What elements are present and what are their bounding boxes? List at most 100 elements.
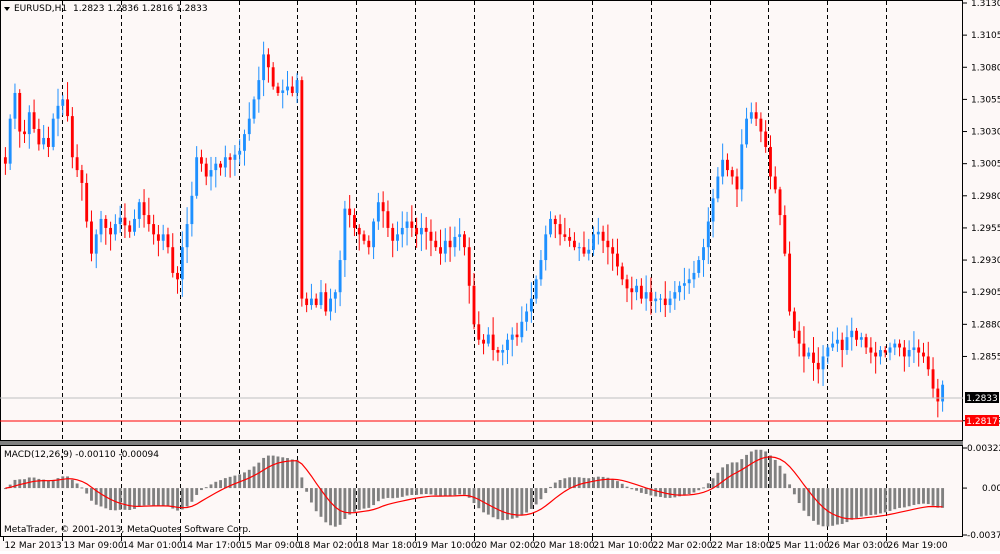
macd-histogram-bar bbox=[252, 466, 256, 489]
price-tick-label: 1.3005 bbox=[971, 160, 1000, 170]
candle-body bbox=[295, 80, 299, 93]
candle-body bbox=[152, 224, 156, 235]
macd-histogram-bar bbox=[467, 488, 471, 498]
candle-body bbox=[888, 347, 892, 353]
candle-body bbox=[907, 350, 911, 357]
candle-body bbox=[788, 253, 792, 312]
candle-body bbox=[697, 260, 701, 273]
candle-body bbox=[730, 170, 734, 177]
macd-histogram-bar bbox=[740, 459, 744, 489]
candle-body bbox=[869, 347, 873, 353]
candle-body bbox=[386, 211, 390, 228]
macd-histogram-bar bbox=[3, 488, 7, 490]
time-tick-label: 13 Mar 09:00 bbox=[64, 541, 124, 551]
macd-histogram-bar bbox=[568, 477, 572, 489]
candle-body bbox=[663, 298, 667, 306]
macd-histogram-bar bbox=[802, 488, 806, 511]
macd-histogram-bar bbox=[266, 455, 270, 489]
candle-body bbox=[596, 231, 600, 235]
candle-body bbox=[539, 260, 543, 280]
macd-histogram-bar bbox=[137, 488, 141, 507]
macd-histogram-bar bbox=[357, 488, 361, 510]
macd-histogram-bar bbox=[601, 476, 605, 489]
macd-histogram-bar bbox=[324, 488, 328, 523]
macd-histogram-bar bbox=[534, 488, 538, 505]
candle-body bbox=[668, 298, 672, 306]
macd-histogram-bar bbox=[496, 488, 500, 520]
time-tick-label: 21 Mar 10:00 bbox=[594, 541, 654, 551]
macd-histogram-bar bbox=[37, 478, 41, 489]
candle-body bbox=[745, 118, 748, 145]
pane-separator[interactable] bbox=[0, 441, 963, 445]
macd-axis[interactable]: 0.00322 0.00 -0.00377 bbox=[963, 444, 1000, 541]
candle-body bbox=[109, 227, 113, 235]
candle-body bbox=[324, 292, 328, 312]
candle-body bbox=[840, 339, 844, 351]
candle-body bbox=[333, 292, 337, 299]
candle-body bbox=[807, 352, 811, 357]
time-tick-label: 19 Mar 10:00 bbox=[417, 541, 477, 551]
candle-body bbox=[802, 343, 806, 357]
macd-pane-frame bbox=[0, 445, 963, 537]
candle-body bbox=[147, 215, 151, 225]
macd-histogram-bar bbox=[845, 488, 849, 523]
candle-body bbox=[635, 285, 639, 293]
macd-histogram-bar bbox=[415, 488, 419, 495]
macd-histogram-bar bbox=[606, 477, 610, 489]
candle-body bbox=[773, 176, 777, 190]
macd-histogram-bar bbox=[171, 488, 175, 509]
macd-histogram-bar bbox=[577, 477, 581, 489]
dropdown-triangle-icon[interactable] bbox=[4, 7, 10, 11]
candle-body bbox=[18, 92, 22, 132]
candle-body bbox=[439, 247, 442, 254]
macd-histogram-bar bbox=[13, 479, 17, 489]
price-tick-label: 1.2980 bbox=[971, 192, 1000, 202]
price-tick-label: 1.2855 bbox=[971, 352, 1000, 362]
macd-histogram-bar bbox=[338, 488, 342, 525]
candle-body bbox=[123, 217, 127, 226]
candle-body bbox=[90, 221, 93, 254]
candle-body bbox=[769, 146, 772, 177]
candle-body bbox=[128, 225, 132, 232]
candle-body bbox=[764, 131, 768, 147]
macd-histogram-bar bbox=[898, 488, 902, 508]
macd-histogram-bar bbox=[592, 477, 595, 489]
candle-body bbox=[491, 334, 495, 351]
macd-histogram-bar bbox=[702, 487, 705, 489]
candle-body bbox=[496, 350, 500, 353]
price-tick-label: 1.3080 bbox=[971, 63, 1000, 73]
macd-histogram-bar bbox=[616, 481, 619, 489]
macd-histogram-bar bbox=[161, 488, 165, 506]
candle-body bbox=[429, 231, 433, 241]
macd-histogram-bar bbox=[639, 488, 643, 493]
candle-body bbox=[458, 234, 462, 237]
candle-body bbox=[912, 347, 916, 351]
candle-body bbox=[391, 227, 395, 241]
candle-body bbox=[434, 240, 438, 248]
macd-histogram-bar bbox=[501, 488, 505, 521]
candle-body bbox=[639, 285, 643, 299]
candle-body bbox=[525, 311, 529, 322]
candle-body bbox=[725, 159, 729, 171]
macd-histogram-bar bbox=[381, 488, 385, 499]
candle-body bbox=[338, 260, 342, 293]
candle-body bbox=[228, 157, 232, 160]
candle-body bbox=[682, 283, 686, 286]
macd-histogram-bar bbox=[874, 488, 878, 515]
price-tick-label: 1.2955 bbox=[971, 224, 1000, 234]
macd-histogram-bar bbox=[152, 488, 156, 506]
candle-body bbox=[515, 334, 519, 338]
macd-histogram-bar bbox=[223, 478, 227, 489]
candle-body bbox=[3, 157, 7, 164]
macd-histogram-bar bbox=[46, 480, 50, 489]
macd-tick-label: 0.00 bbox=[982, 484, 1000, 494]
candle-body bbox=[376, 202, 380, 222]
candle-body bbox=[137, 202, 141, 219]
current-price-tag bbox=[965, 392, 999, 403]
candle-body bbox=[831, 343, 835, 348]
candle-body bbox=[558, 224, 562, 235]
macd-histogram-bar bbox=[51, 479, 55, 489]
candle-body bbox=[362, 234, 366, 241]
